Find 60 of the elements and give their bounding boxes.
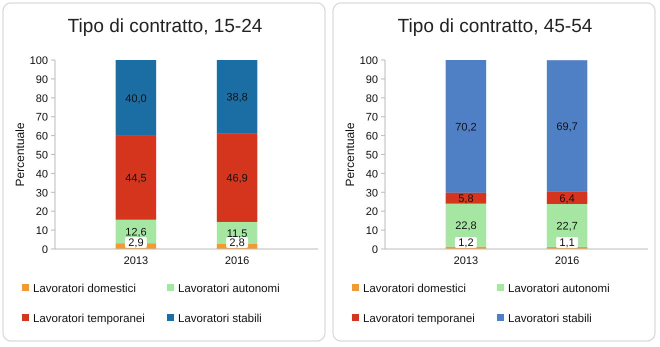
y-tick-label: 40 [366,168,378,180]
data-label: 2,9 [128,237,144,249]
bar [216,60,258,134]
x-tick-label: 2016 [554,255,580,267]
data-label: 22,7 [556,220,578,232]
bar [216,133,258,222]
bar [116,60,156,136]
data-label: 40,0 [125,92,147,105]
y-tick-label: 10 [36,225,48,238]
data-label: 6,4 [559,192,575,205]
y-tick-label: 0 [42,244,48,256]
data-label: 44,5 [125,172,147,185]
y-axis-title: Percentuale [343,122,357,187]
data-label: 22,8 [455,220,477,232]
y-tick-label: 50 [366,150,378,162]
chart-title: Tipo di contratto, 45-54 [398,16,593,37]
y-tick-label: 70 [366,112,378,124]
y-tick-label: 90 [366,74,378,86]
y-tick-label: 100 [360,55,378,67]
legend-label: Lavoratori autonomi [508,283,610,295]
data-label: 69,7 [556,121,578,134]
x-tick-label: 2013 [124,255,148,267]
data-label: 1,2 [458,237,474,249]
legend-label: Lavoratori temporanei [363,313,475,325]
y-tick-label: 80 [366,92,378,105]
data-label: 2,8 [229,237,245,249]
chart-title: Tipo di contratto, 15-24 [68,16,263,37]
y-tick-label: 60 [366,130,378,143]
legend-label: Lavoratori domestici [33,283,136,295]
data-label: 46,9 [226,172,248,185]
y-tick-label: 30 [36,187,48,200]
y-tick-label: 40 [36,168,48,180]
data-label: 5,8 [458,193,474,206]
y-tick-label: 10 [366,225,378,238]
bar [116,136,156,220]
y-tick-label: 30 [366,187,378,200]
bar [446,60,486,193]
data-label: 11,5 [226,228,248,240]
y-tick-label: 20 [36,206,48,218]
y-tick-label: 50 [36,150,48,162]
y-tick-label: 60 [36,130,48,143]
x-tick-label: 2013 [454,255,478,267]
y-tick-label: 0 [372,244,378,256]
data-label: 38,8 [226,92,248,104]
y-tick-label: 20 [366,206,378,218]
data-label: 12,6 [125,226,147,239]
legend-label: Lavoratori domestici [363,283,466,295]
y-tick-label: 80 [36,92,48,105]
data-label: 1,1 [559,237,575,249]
legend-label: Lavoratori stabili [178,313,262,325]
x-tick-label: 2016 [224,255,250,267]
data-label: 70,2 [455,121,477,134]
y-tick-label: 90 [36,74,48,86]
y-tick-label: 100 [30,55,48,67]
legend-label: Lavoratori stabili [508,313,592,325]
y-axis-title: Percentuale [13,122,27,187]
legend-label: Lavoratori autonomi [178,283,280,295]
bar [546,60,588,192]
y-tick-label: 70 [36,112,48,124]
legend-label: Lavoratori temporanei [33,313,145,325]
